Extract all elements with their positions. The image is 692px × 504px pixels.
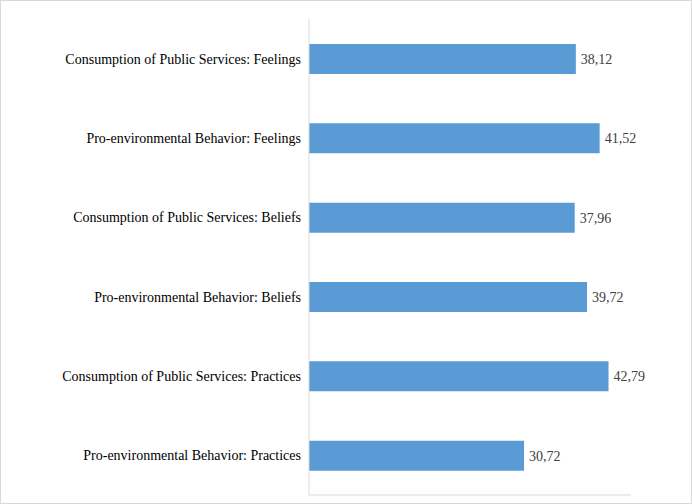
- svg-text:Pro-environmental Behavior: Fe: Pro-environmental Behavior: Feelings: [86, 131, 301, 146]
- svg-text:37,96: 37,96: [580, 211, 612, 226]
- svg-text:39,72: 39,72: [592, 290, 624, 305]
- svg-text:Consumption of Public Services: Consumption of Public Services: Practice…: [62, 369, 301, 384]
- svg-text:Consumption of Public Services: Consumption of Public Services: Beliefs: [73, 210, 301, 225]
- svg-text:42,79: 42,79: [614, 369, 646, 384]
- svg-text:Consumption of Public Services: Consumption of Public Services: Feelings: [65, 52, 301, 67]
- svg-text:41,52: 41,52: [605, 131, 637, 146]
- svg-text:30,72: 30,72: [529, 449, 561, 464]
- svg-text:38,12: 38,12: [581, 52, 613, 67]
- svg-text:Pro-environmental Behavior: Pr: Pro-environmental Behavior: Practices: [83, 448, 301, 463]
- svg-text:Pro-environmental Behavior: Be: Pro-environmental Behavior: Beliefs: [94, 290, 301, 305]
